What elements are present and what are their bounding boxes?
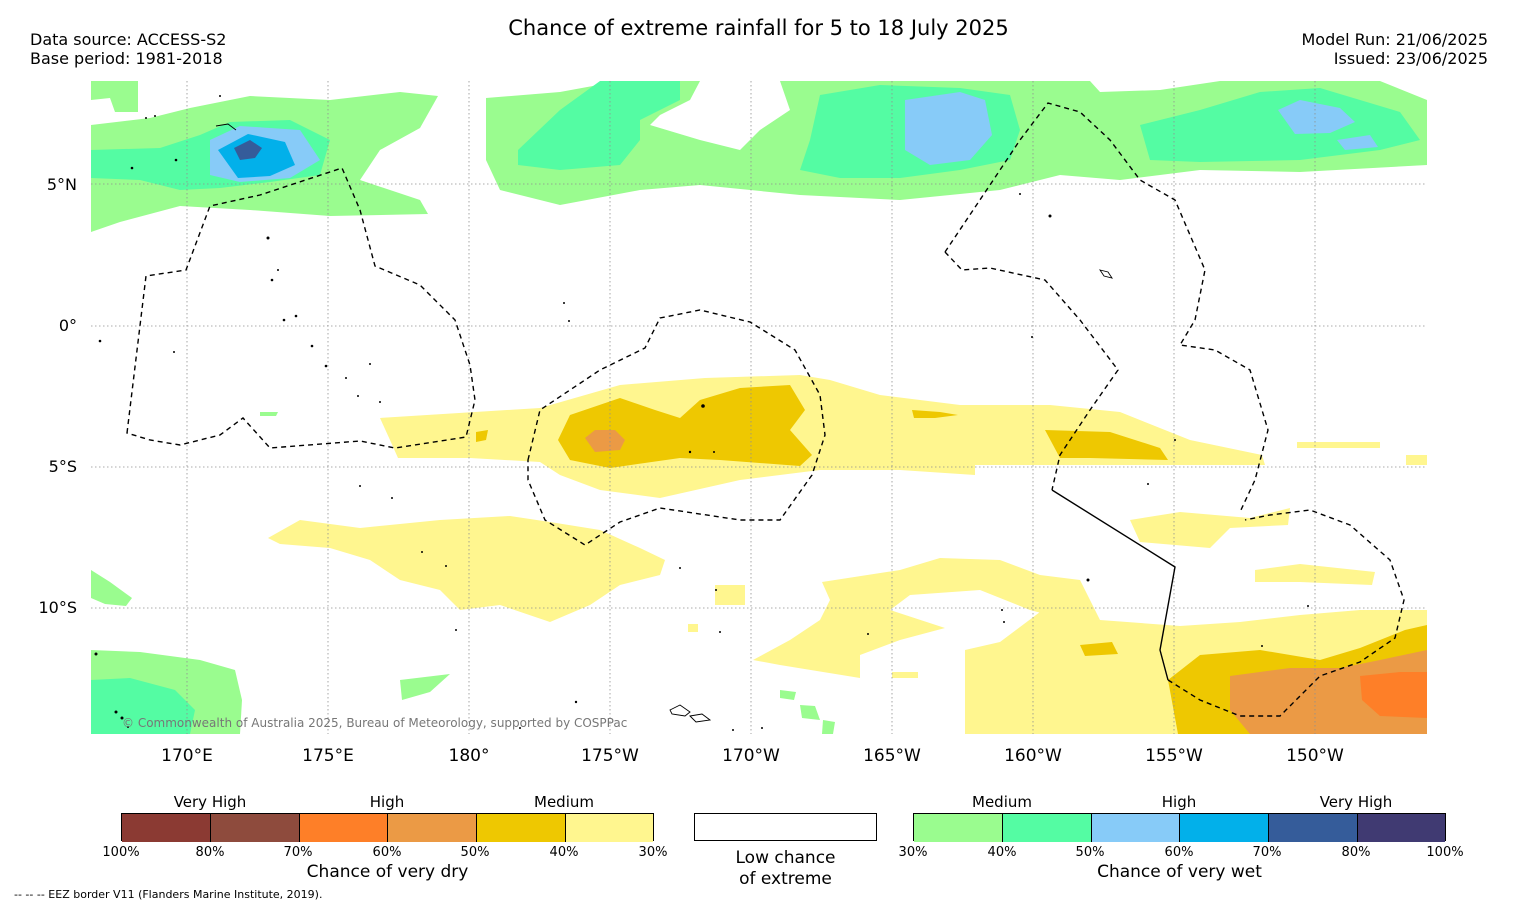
dry-region-equatorial (380, 375, 1427, 498)
wet-category-high: High (1161, 793, 1197, 811)
dry-swatch-100-80 (122, 814, 211, 842)
wet-colorbar (913, 813, 1446, 842)
wet-region-southwest (91, 412, 835, 734)
dry-tick-30: 30% (638, 845, 668, 860)
dry-swatch-50-40 (477, 814, 566, 842)
lat-label-10s: 10°S (38, 598, 77, 617)
wet-tick-50: 50% (1075, 845, 1105, 860)
wet-tick-80: 80% (1341, 845, 1371, 860)
copyright-text: © Commonwealth of Australia 2025, Bureau… (122, 716, 628, 730)
dry-category-very-high: Very High (173, 793, 247, 811)
dry-tick-50: 50% (460, 845, 490, 860)
dry-swatch-70-60 (300, 814, 388, 842)
wet-tick-100: 100% (1426, 845, 1464, 860)
lat-label-0: 0° (58, 316, 77, 335)
issued-text: Issued: 23/06/2025 (1333, 49, 1488, 68)
dry-legend-label: Chance of very dry (306, 862, 469, 882)
wet-swatch-30-40 (914, 814, 1003, 842)
dry-swatch-80-70 (211, 814, 300, 842)
lon-label-170w: 170°W (722, 746, 780, 766)
data-source-text: Data source: ACCESS-S2 (30, 30, 227, 49)
low-chance-label-2: of extreme (739, 869, 832, 889)
lon-label-160w: 160°W (1004, 746, 1062, 766)
dry-swatch-40-30 (566, 814, 653, 842)
wet-category-medium: Medium (972, 793, 1032, 811)
dry-region-south (268, 508, 1427, 734)
wet-swatch-60-70 (1180, 814, 1269, 842)
lon-label-180: 180° (448, 746, 490, 766)
dry-colorbar (121, 813, 654, 842)
wet-tick-60: 60% (1164, 845, 1194, 860)
wet-swatch-80-100 (1358, 814, 1445, 842)
lon-label-175w: 175°W (581, 746, 639, 766)
eez-border-solid (1051, 489, 1176, 681)
dry-tick-80: 80% (195, 845, 225, 860)
base-period-text: Base period: 1981-2018 (30, 49, 223, 68)
dry-tick-40: 40% (549, 845, 579, 860)
map-title: Chance of extreme rainfall for 5 to 18 J… (508, 16, 1009, 40)
dry-tick-100: 100% (102, 845, 140, 860)
islands (94, 95, 1309, 731)
lon-label-150w: 150°W (1286, 746, 1344, 766)
wet-legend-label: Chance of very wet (1097, 862, 1262, 882)
wet-swatch-50-60 (1092, 814, 1180, 842)
wet-swatch-70-80 (1269, 814, 1358, 842)
lat-label-5n: 5°N (46, 175, 77, 194)
low-chance-swatch (694, 813, 877, 841)
wet-tick-30: 30% (898, 845, 928, 860)
graticule (91, 81, 1427, 734)
lon-label-170e: 170°E (161, 746, 213, 766)
eez-footnote: -- -- -- EEZ border V11 (Flanders Marine… (14, 888, 323, 901)
dry-category-high: High (369, 793, 405, 811)
wet-category-very-high: Very High (1319, 793, 1393, 811)
lon-label-155w: 155°W (1145, 746, 1203, 766)
wet-tick-70: 70% (1252, 845, 1282, 860)
lon-label-175e: 175°E (302, 746, 354, 766)
data-info: Data source: ACCESS-S2 Base period: 1981… (30, 30, 226, 68)
run-info: Model Run: 21/06/2025 Issued: 23/06/2025 (1302, 30, 1489, 68)
lat-label-5s: 5°S (48, 457, 77, 476)
wet-region-north (91, 81, 1427, 232)
low-chance-label-1: Low chance (735, 848, 836, 868)
wet-swatch-40-50 (1003, 814, 1092, 842)
dry-tick-70: 70% (283, 845, 313, 860)
wet-tick-40: 40% (987, 845, 1017, 860)
dry-category-medium: Medium (534, 793, 594, 811)
model-run-text: Model Run: 21/06/2025 (1301, 30, 1489, 49)
eez-borders (126, 102, 1405, 717)
lon-label-165w: 165°W (863, 746, 921, 766)
dry-tick-60: 60% (372, 845, 402, 860)
dry-swatch-60-50 (388, 814, 477, 842)
island-outlines (215, 123, 1114, 723)
